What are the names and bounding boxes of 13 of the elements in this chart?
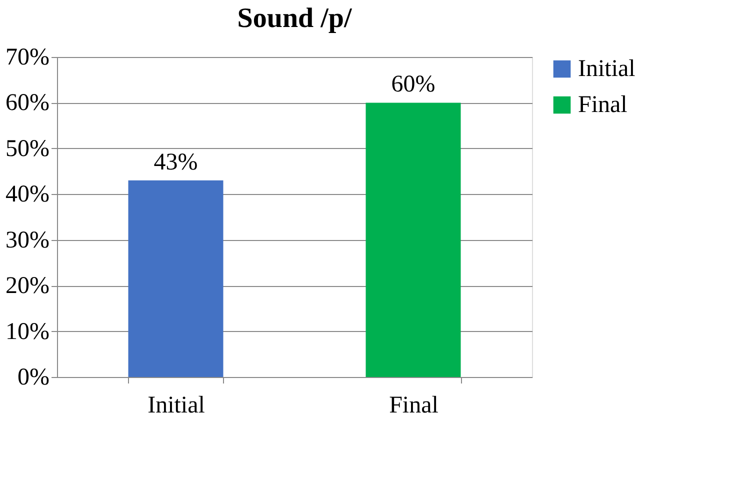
y-tick-label: 60%	[6, 90, 50, 116]
y-tick-label: 40%	[6, 182, 50, 208]
legend-label: Initial	[578, 56, 636, 82]
text: 43%	[154, 149, 198, 176]
y-tick-label: 20%	[6, 273, 50, 300]
y-tick-label: 30%	[6, 227, 50, 254]
y-tick-label: 50%	[6, 136, 50, 162]
text: 60%	[391, 72, 436, 98]
legend-label: Final	[578, 92, 628, 118]
y-tick-label: 0%	[18, 364, 50, 390]
y-tick-label: 70%	[6, 44, 50, 70]
chart-title: Sound /p/	[237, 3, 353, 34]
y-tick-label: 10%	[6, 318, 50, 345]
